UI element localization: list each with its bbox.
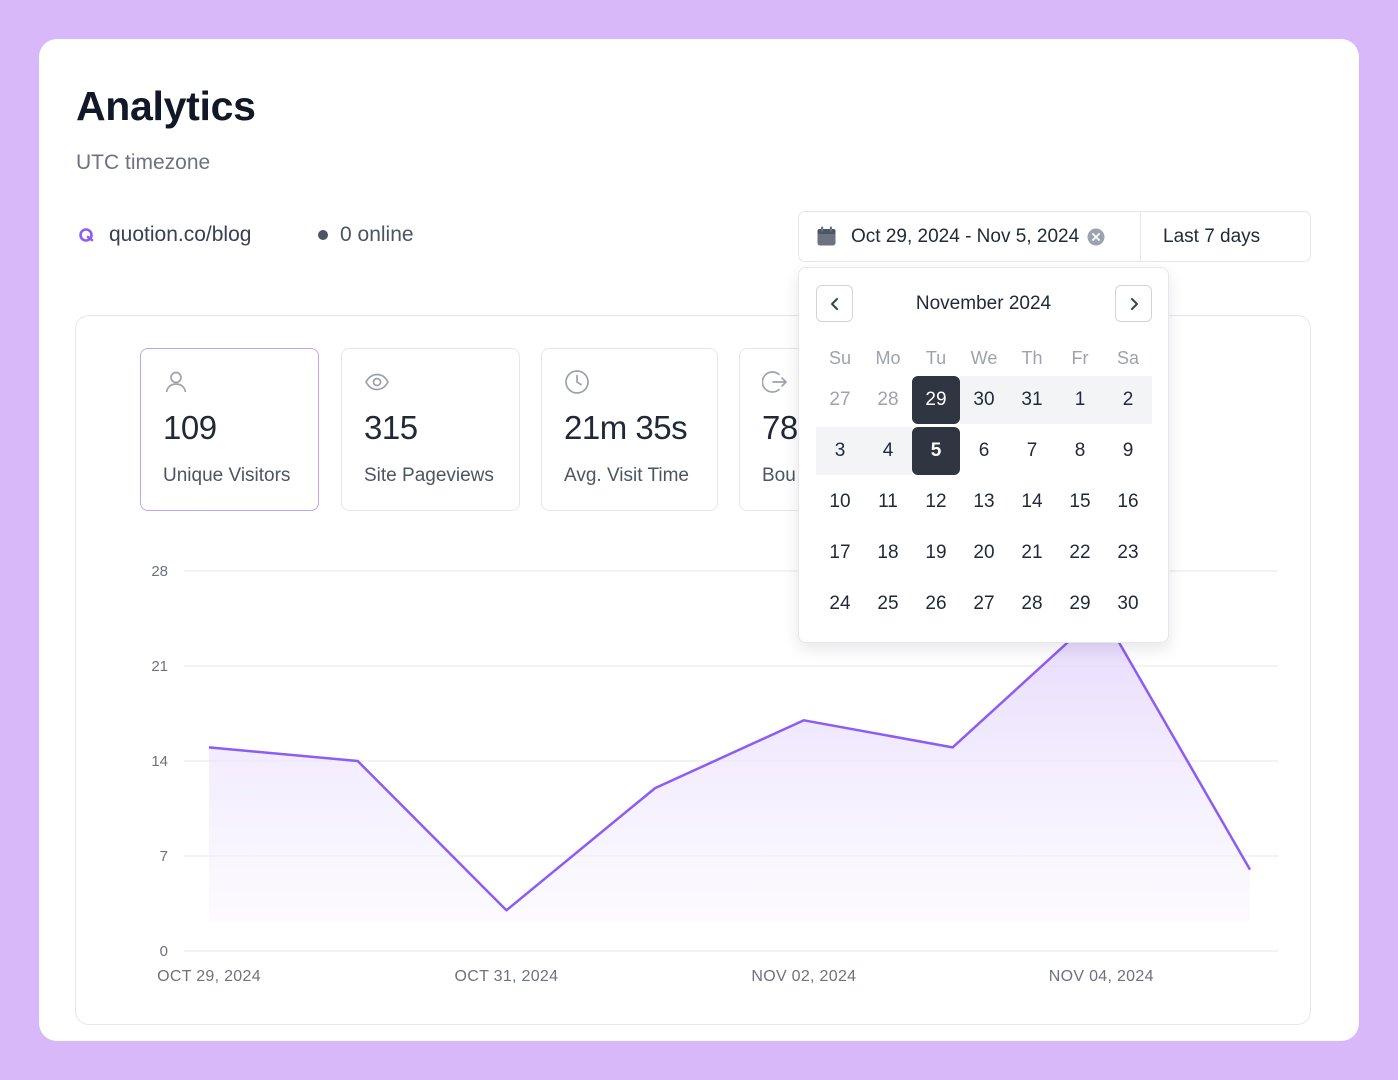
- date-range-text: Oct 29, 2024 - Nov 5, 2024: [851, 225, 1080, 247]
- stats-panel: 0 7 14 21 28 OCT 29, 2024 OCT 31, 2024 NOV 02, …: [75, 315, 1311, 1025]
- y-tick-label: 0: [160, 943, 168, 960]
- stat-value: 315: [364, 409, 418, 446]
- calendar-day[interactable]: 22: [1069, 542, 1091, 563]
- stat-label: Avg. Visit Time: [564, 465, 689, 486]
- weekday-label: Sa: [1116, 348, 1140, 368]
- chevron-right-icon: [1130, 297, 1138, 310]
- stat-card-avg-visit-time[interactable]: 21m 35s Avg. Visit Time: [541, 348, 718, 511]
- calendar-day[interactable]: 10: [829, 491, 851, 512]
- stat-card-bounce-rate[interactable]: 78 Bou: [739, 348, 859, 511]
- x-tick-label: OCT 29, 2024: [157, 968, 261, 985]
- calendar-day[interactable]: 26: [925, 593, 947, 614]
- calendar-day[interactable]: 21: [1021, 542, 1043, 563]
- timezone-label: UTC timezone: [76, 151, 211, 174]
- calendar-day[interactable]: 1: [1056, 376, 1104, 424]
- stat-card-unique-visitors[interactable]: 109 Unique Visitors: [140, 348, 319, 511]
- calendar-day[interactable]: 31: [1008, 376, 1056, 424]
- clear-date-icon[interactable]: [1087, 228, 1105, 246]
- calendar-day[interactable]: 13: [973, 491, 995, 512]
- weekday-label: Su: [828, 348, 852, 368]
- calendar-day[interactable]: 23: [1117, 542, 1139, 563]
- clock-icon: [564, 369, 590, 395]
- date-calendar-popover: November 2024 Su Mo Tu We Th Fr Sa 27 28 29 30 31 1…: [798, 267, 1169, 643]
- y-tick-label: 28: [151, 563, 168, 580]
- weekday-label: Th: [1021, 348, 1043, 368]
- calendar-day[interactable]: 19: [925, 542, 947, 563]
- eye-icon: [364, 369, 390, 395]
- online-count: 0 online: [340, 223, 414, 246]
- calendar-day[interactable]: 7: [1026, 440, 1038, 461]
- calendar-day[interactable]: 8: [1074, 440, 1086, 461]
- site-selector[interactable]: quotion.co/blog: [76, 223, 251, 247]
- calendar-day[interactable]: 29: [912, 376, 960, 424]
- user-icon: [163, 369, 189, 395]
- stat-label: Site Pageviews: [364, 465, 494, 486]
- weekday-label: Mo: [875, 348, 901, 368]
- next-month-button[interactable]: [1115, 285, 1152, 322]
- calendar-day[interactable]: 14: [1021, 491, 1043, 512]
- prev-month-button[interactable]: [816, 285, 853, 322]
- calendar-day[interactable]: 25: [877, 593, 899, 614]
- weekday-label: Tu: [925, 348, 947, 368]
- stat-value: 78: [762, 409, 798, 446]
- calendar-day[interactable]: 4: [864, 427, 912, 475]
- date-range-picker: Oct 29, 2024 - Nov 5, 2024 Last 7 days: [798, 211, 1311, 262]
- status-dot-icon: [318, 230, 328, 240]
- calendar-day[interactable]: 6: [978, 440, 990, 461]
- weekday-label: Fr: [1071, 348, 1089, 368]
- calendar-day[interactable]: 28: [1021, 593, 1043, 614]
- calendar-days-grid: 27 28 29 30 31 1 2 3 4 5 6 7 8 9 10 11 12 13 14 15 16 17 18 19 2…: [816, 376, 1152, 631]
- weekday-header: Su Mo Tu We Th Fr Sa: [816, 348, 1152, 369]
- calendar-day[interactable]: 15: [1069, 491, 1091, 512]
- series-area: [209, 611, 1250, 921]
- calendar-day[interactable]: 17: [829, 542, 851, 563]
- stat-label: Bou: [762, 465, 796, 486]
- y-tick-label: 21: [151, 658, 168, 675]
- page-title: Analytics: [76, 83, 256, 129]
- y-tick-label: 7: [160, 848, 168, 865]
- stat-label: Unique Visitors: [163, 465, 291, 486]
- calendar-day[interactable]: 3: [816, 427, 864, 475]
- site-name: quotion.co/blog: [109, 223, 252, 246]
- chevron-left-icon: [830, 297, 838, 310]
- calendar-day[interactable]: 5: [912, 427, 960, 475]
- calendar-month-label: November 2024: [915, 293, 1052, 314]
- calendar-day[interactable]: 27: [829, 389, 851, 410]
- calendar-day[interactable]: 2: [1104, 376, 1152, 424]
- quotion-logo-icon: [76, 225, 96, 245]
- visitors-chart: 0 7 14 21 28 OCT 29, 2024 OCT 31, 2024 NOV 02, …: [151, 563, 1278, 985]
- stat-card-site-pageviews[interactable]: 315 Site Pageviews: [341, 348, 520, 511]
- calendar-icon: [816, 226, 837, 247]
- x-tick-label: NOV 04, 2024: [1049, 968, 1154, 985]
- stat-value: 21m 35s: [564, 409, 688, 446]
- weekday-label: We: [970, 348, 998, 368]
- preset-select[interactable]: Last 7 days: [1163, 225, 1261, 247]
- calendar-day[interactable]: 16: [1117, 491, 1139, 512]
- calendar-day[interactable]: 30: [960, 376, 1008, 424]
- x-tick-label: OCT 31, 2024: [455, 968, 559, 985]
- exit-icon: [761, 369, 788, 395]
- stat-value: 109: [163, 409, 217, 446]
- calendar-day[interactable]: 9: [1122, 440, 1134, 461]
- x-tick-label: NOV 02, 2024: [751, 968, 856, 985]
- y-tick-label: 14: [151, 753, 168, 770]
- online-indicator: 0 online: [318, 223, 414, 247]
- calendar-day[interactable]: 28: [877, 389, 899, 410]
- calendar-day[interactable]: 27: [973, 593, 995, 614]
- calendar-day[interactable]: 29: [1069, 593, 1091, 614]
- calendar-day[interactable]: 12: [925, 491, 947, 512]
- calendar-day[interactable]: 20: [973, 542, 995, 563]
- calendar-day[interactable]: 24: [829, 593, 851, 614]
- calendar-day[interactable]: 18: [877, 542, 899, 563]
- date-range-button[interactable]: Oct 29, 2024 - Nov 5, 2024: [799, 212, 1141, 261]
- calendar-day[interactable]: 11: [878, 491, 898, 512]
- calendar-day[interactable]: 30: [1117, 593, 1139, 614]
